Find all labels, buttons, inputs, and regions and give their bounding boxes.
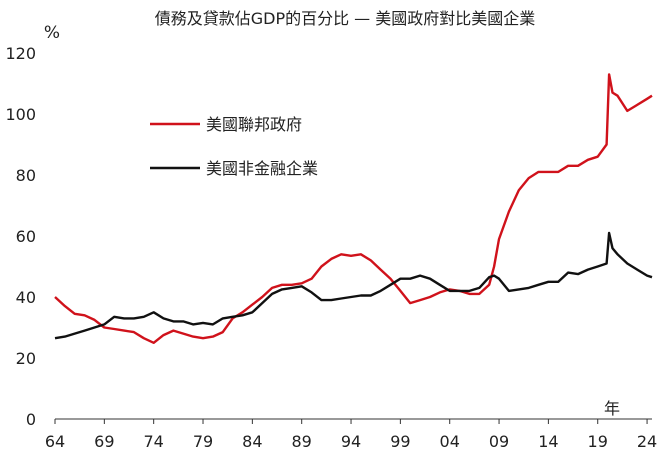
x-tick-label: 24 — [637, 432, 657, 451]
x-tick-label: 99 — [390, 432, 410, 451]
x-tick-label: 09 — [489, 432, 509, 451]
series-lines — [54, 73, 653, 344]
x-tick-label: 94 — [341, 432, 361, 451]
x-tick-label: 74 — [143, 432, 163, 451]
y-tick-label: 120 — [5, 44, 36, 63]
x-ticks: 64 69 74 79 84 89 94 99 04 09 14 19 24 — [45, 419, 657, 451]
series-line-nonfinancial-corporate — [54, 231, 653, 340]
x-tick-label: 89 — [292, 432, 312, 451]
y-tick-label: 100 — [5, 105, 36, 124]
legend: 美國聯邦政府 美國非金融企業 — [150, 115, 318, 178]
x-tick-label: 69 — [94, 432, 114, 451]
x-tick-label: 64 — [45, 432, 65, 451]
legend-label-federal-government: 美國聯邦政府 — [206, 115, 302, 134]
x-tick-label: 14 — [538, 432, 558, 451]
y-ticks: 0 20 40 60 80 100 120 — [5, 44, 36, 429]
x-tick-label: 04 — [440, 432, 460, 451]
series-line-federal-government — [54, 73, 653, 344]
y-tick-label: 60 — [16, 227, 36, 246]
y-tick-label: 80 — [16, 166, 36, 185]
y-tick-label: 20 — [16, 349, 36, 368]
chart-title: 債務及貸款佔GDP的百分比 — 美國政府對比美國企業 — [155, 9, 536, 28]
y-tick-label: 40 — [16, 288, 36, 307]
y-tick-label: 0 — [26, 410, 36, 429]
x-tick-label: 84 — [242, 432, 262, 451]
legend-label-nonfinancial-corporate: 美國非金融企業 — [206, 159, 318, 178]
x-tick-label: 79 — [193, 432, 213, 451]
x-tick-label: 19 — [588, 432, 608, 451]
y-axis-label: % — [44, 23, 60, 43]
x-axis-label: 年 — [604, 399, 620, 418]
